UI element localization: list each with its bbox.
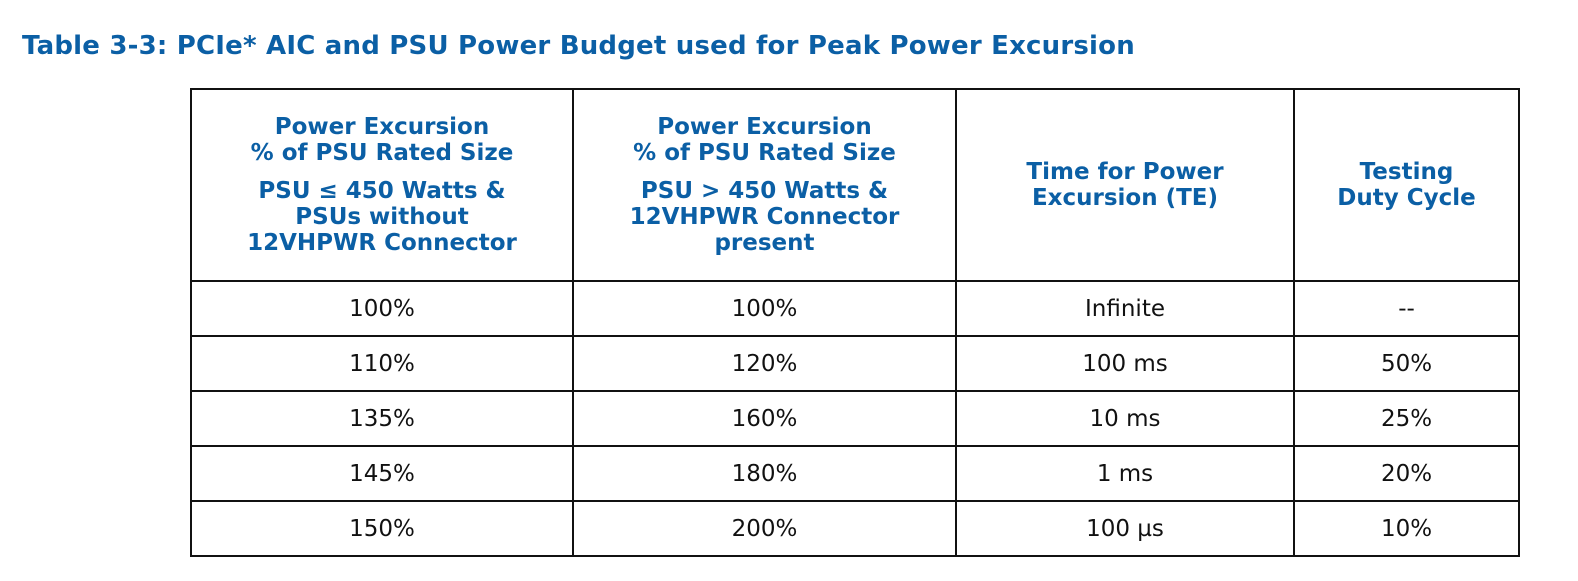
table-cell: -- xyxy=(1293,280,1520,337)
header-psu-le-450: Power Excursion% of PSU Rated Size PSU ≤… xyxy=(190,88,574,282)
table-cell: 120% xyxy=(572,335,957,392)
header-duty-cycle: Testing Duty Cycle xyxy=(1293,88,1520,282)
table-row: 100% 100% Infinite -- xyxy=(190,280,1520,337)
table-cell: Infinite xyxy=(955,280,1295,337)
header-text: PSU ≤ 450 Watts & xyxy=(258,178,506,204)
table-cell: 180% xyxy=(572,445,957,502)
table-row: 145% 180% 1 ms 20% xyxy=(190,445,1520,502)
table-row: 150% 200% 100 µs 10% xyxy=(190,500,1520,557)
table-cell: 10 ms xyxy=(955,390,1295,447)
table-cell: 200% xyxy=(572,500,957,557)
header-text: Duty Cycle xyxy=(1337,185,1476,211)
table-cell: 100 µs xyxy=(955,500,1295,557)
header-text: Excursion (TE) xyxy=(1031,185,1219,211)
table-title: Table 3-3: PCIe* AIC and PSU Power Budge… xyxy=(22,31,1135,61)
table-row: 135% 160% 10 ms 25% xyxy=(190,390,1520,447)
table-cell: 135% xyxy=(190,390,574,447)
header-text: % of PSU Rated Size xyxy=(633,140,896,166)
table-cell: 110% xyxy=(190,335,574,392)
header-text: PSU > 450 Watts & xyxy=(640,178,889,204)
table-cell: 20% xyxy=(1293,445,1520,502)
header-text: 12VHPWR Connector xyxy=(247,230,517,256)
power-budget-table: Power Excursion% of PSU Rated Size PSU ≤… xyxy=(190,88,1520,557)
header-text: % of PSU Rated Size xyxy=(250,140,514,166)
header-text: Power Excursion xyxy=(657,114,872,140)
header-row: Power Excursion% of PSU Rated Size PSU ≤… xyxy=(190,88,1520,282)
table-cell: 25% xyxy=(1293,390,1520,447)
header-text: Time for Power xyxy=(1026,159,1224,185)
header-psu-gt-450: Power Excursion% of PSU Rated Size PSU >… xyxy=(572,88,957,282)
header-text: Testing xyxy=(1359,159,1454,185)
table-cell: 1 ms xyxy=(955,445,1295,502)
table-cell: 150% xyxy=(190,500,574,557)
table-cell: 10% xyxy=(1293,500,1520,557)
table-cell: 145% xyxy=(190,445,574,502)
header-text: PSUs without xyxy=(295,204,469,230)
table-cell: 160% xyxy=(572,390,957,447)
table-cell: 100 ms xyxy=(955,335,1295,392)
table-cell: 50% xyxy=(1293,335,1520,392)
table-row: 110% 120% 100 ms 50% xyxy=(190,335,1520,392)
header-text: 12VHPWR Connector xyxy=(629,204,900,230)
table-cell: 100% xyxy=(572,280,957,337)
table-cell: 100% xyxy=(190,280,574,337)
header-text: present xyxy=(714,230,815,256)
header-time-excursion: Time for Power Excursion (TE) xyxy=(955,88,1295,282)
header-text: Power Excursion xyxy=(274,114,490,140)
